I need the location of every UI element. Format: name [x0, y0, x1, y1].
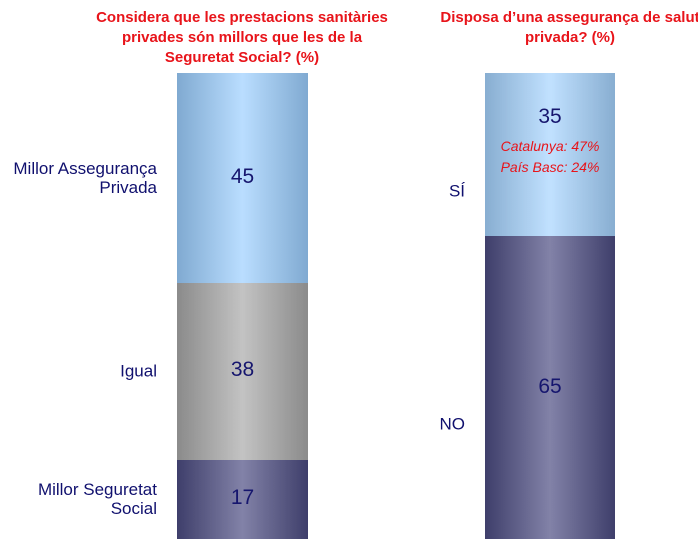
category-label: NO	[439, 414, 466, 434]
annotation: Catalunya: 47%	[500, 137, 600, 154]
chart-title: Considera que les prestacions sanitàries…	[96, 9, 388, 66]
bar-segment: 65	[485, 236, 615, 539]
chart-title: Disposa d’una assegurança de salut priva…	[440, 9, 698, 46]
value-label: 17	[230, 486, 255, 510]
bar-segment: 38	[177, 282, 308, 460]
bar-segment: 45	[177, 73, 308, 283]
bar-segment: 35 Catalunya: 47% País Basc: 24%	[485, 73, 615, 237]
bar-segment: 17	[177, 459, 308, 539]
value-label: 65	[538, 374, 562, 398]
category-label: SÍ	[448, 181, 465, 201]
category-label: Millor Assegurança Privada	[13, 158, 157, 197]
annotation: País Basc: 24%	[500, 158, 600, 175]
category-label: Igual	[120, 361, 157, 381]
value-label: 35	[538, 104, 562, 128]
category-label: Millor Seguretat Social	[37, 480, 157, 519]
value-label: 45	[230, 164, 255, 188]
value-label: 38	[230, 358, 255, 382]
